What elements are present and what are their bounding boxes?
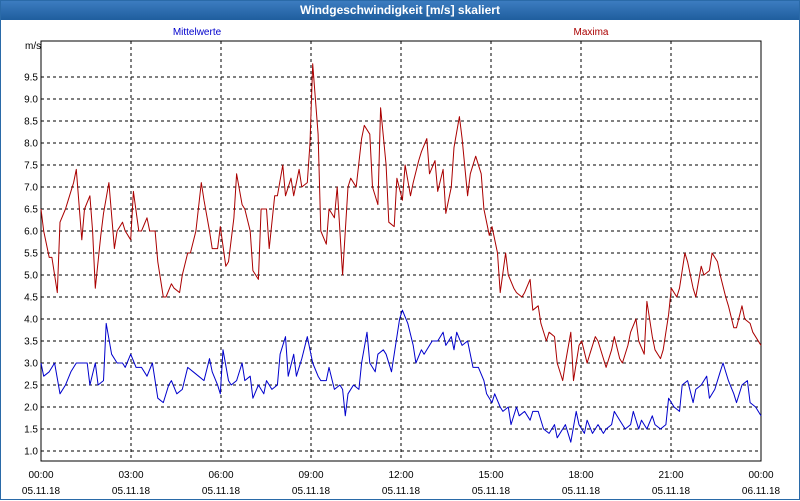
x-tick-date: 06.11.18 [742,486,781,497]
y-tick-label: 2.0 [24,403,38,414]
x-tick-date: 05.11.18 [112,486,151,497]
y-tick-label: 8.0 [24,139,38,150]
x-tick-time: 03:00 [118,470,143,481]
series-line-mittelwerte [40,309,762,443]
x-tick-time: 09:00 [298,470,323,481]
y-tick-label: 1.0 [24,447,38,458]
x-tick-date: 05.11.18 [292,486,331,497]
x-tick-time: 15:00 [478,470,503,481]
plot-frame [40,40,762,462]
x-tick-date: 05.11.18 [562,486,601,497]
series-lines [40,63,762,443]
y-tick-label: 7.5 [24,161,38,172]
y-tick-label: 3.5 [24,337,38,348]
y-tick-label: 6.0 [24,227,38,238]
series-line-maxima [40,63,762,382]
x-tick-date: 05.11.18 [202,486,241,497]
y-tick-label: 1.5 [24,425,38,436]
y-tick-label: 3.0 [24,359,38,370]
y-tick-label: 8.5 [24,117,38,128]
grid-lines [41,41,761,461]
x-tick-date: 05.11.18 [382,486,421,497]
y-tick-label: 9.0 [24,95,38,106]
window-title: Windgeschwindigkeit [m/s] skaliert [1,1,799,20]
y-axis-label: m/s [25,41,41,52]
y-tick-label: 4.5 [24,293,38,304]
y-tick-label: 9.5 [24,73,38,84]
y-tick-label: 7.0 [24,183,38,194]
x-tick-date: 05.11.18 [472,486,511,497]
x-tick-date: 05.11.18 [652,486,691,497]
x-tick-time: 00:00 [748,470,773,481]
y-tick-label: 4.0 [24,315,38,326]
y-tick-label: 5.0 [24,271,38,282]
x-tick-time: 06:00 [208,470,233,481]
y-tick-label: 5.5 [24,249,38,260]
y-tick-label: 6.5 [24,205,38,216]
legend-maxima: Maxima [573,27,608,38]
x-tick-time: 18:00 [568,470,593,481]
y-tick-label: 2.5 [24,381,38,392]
axes: 1.0 1.5 2.0 2.5 3.0 3.5 4.0 4.5 5.0 5.5 6.0 6.5 7.0 7… [22,40,781,497]
x-tick-date: 05.11.18 [22,486,61,497]
x-tick-time: 00:00 [28,470,53,481]
x-tick-time: 12:00 [388,470,413,481]
legend-mittelwerte: Mittelwerte [173,27,222,38]
x-tick-time: 21:00 [658,470,683,481]
